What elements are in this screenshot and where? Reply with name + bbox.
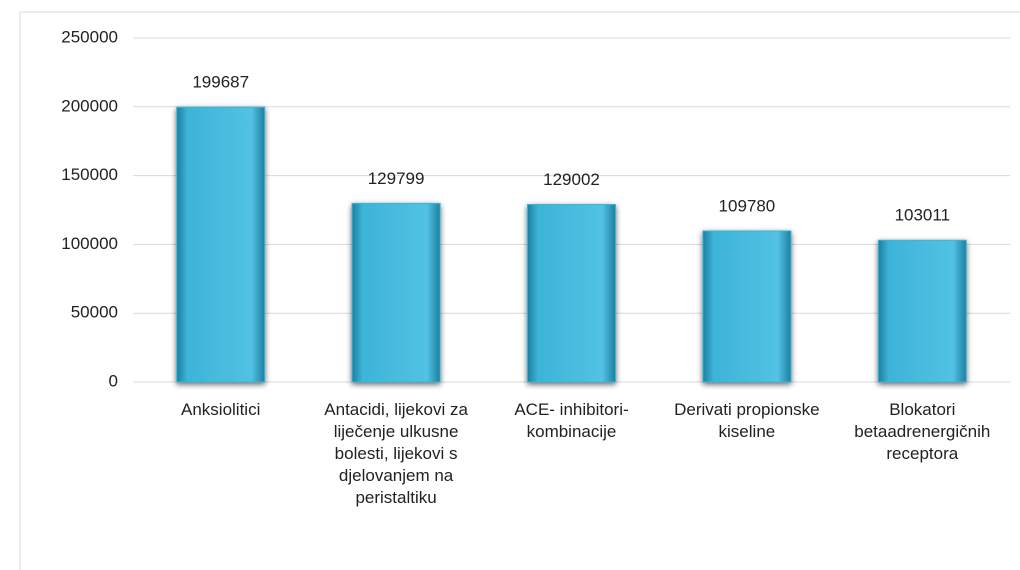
y-tick-label: 0 — [109, 371, 118, 390]
x-tick-label: ACE- inhibitori-kombinacije — [514, 400, 629, 441]
bar — [527, 203, 616, 383]
value-label: 109780 — [719, 196, 776, 215]
y-tick-label: 100000 — [61, 234, 118, 253]
y-tick-label: 250000 — [61, 27, 118, 46]
bar — [176, 106, 266, 383]
y-tick-label: 200000 — [61, 96, 118, 115]
y-tick-label: 150000 — [61, 165, 118, 184]
value-label: 129002 — [543, 170, 600, 189]
x-tick-label: Blokatori betaadrenergičnih receptora — [854, 400, 991, 463]
value-label: 199687 — [192, 73, 249, 92]
value-label: 129799 — [368, 169, 425, 188]
bar — [877, 239, 967, 383]
x-tick-label: Derivati propionske kiseline — [674, 400, 820, 441]
x-tick-label: Antacidi, lijekovi za liječenje ulkusne … — [324, 400, 468, 507]
bar — [351, 202, 441, 383]
y-tick-label: 50000 — [71, 303, 118, 322]
value-label: 103011 — [895, 206, 950, 225]
bar — [702, 230, 792, 383]
x-tick-label: Anksiolitici — [181, 400, 261, 419]
